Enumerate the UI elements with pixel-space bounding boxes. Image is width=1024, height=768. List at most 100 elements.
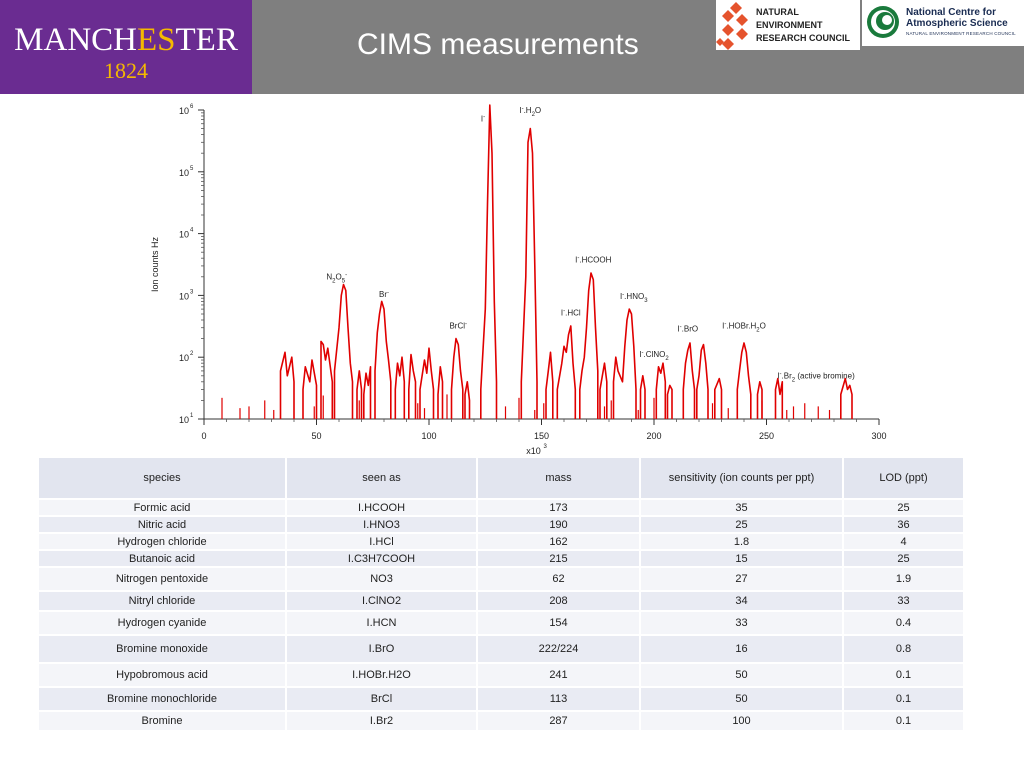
nerc-logo: NATURAL ENVIRONMENT RESEARCH COUNCIL — [716, 0, 860, 50]
table-cell: I.ClNO2 — [287, 592, 478, 612]
spectrum-peak — [756, 381, 763, 419]
y-tick-exponent: 6 — [190, 104, 194, 110]
table-cell: Nitryl chloride — [39, 592, 287, 612]
table-cell: 1.8 — [641, 534, 844, 551]
column-header: sensitivity (ion counts per ppt) — [641, 458, 844, 500]
spectrum-peak — [374, 300, 392, 419]
x-axis-multiplier: x10 — [526, 446, 541, 456]
table-cell: 162 — [478, 534, 641, 551]
peak-label: I-.HOBr.H2O — [722, 322, 766, 334]
spectrum-peak — [419, 347, 435, 419]
spectrum-peak — [437, 366, 444, 419]
table-row: Nitrogen pentoxide NO3 62 27 1.9 — [39, 568, 965, 592]
table-cell: Butanoic acid — [39, 551, 287, 568]
table-cell: Nitrogen pentoxide — [39, 568, 287, 592]
spectrum-peak — [302, 359, 318, 419]
table-cell: 34 — [641, 592, 844, 612]
table-cell: 208 — [478, 592, 641, 612]
y-axis-label: Ion counts Hz — [150, 236, 160, 292]
table-cell: 36 — [844, 517, 965, 534]
column-header: species — [39, 458, 287, 500]
peak-label: I-.ClNO2 — [639, 350, 669, 362]
table-cell: 25 — [641, 517, 844, 534]
table-cell: I.Br2 — [287, 712, 478, 732]
table-body: Formic acid I.HCOOH 173 35 25 Nitric acid I.HN… — [39, 500, 965, 732]
species-table: species seen as mass sensitivity (ion count… — [39, 458, 965, 732]
spectrum-peak — [408, 353, 417, 419]
table-cell: I.HCl — [287, 534, 478, 551]
y-tick-exponent: 4 — [190, 228, 194, 234]
spectrum-peak — [639, 375, 646, 419]
table-cell: 1.9 — [844, 568, 965, 592]
table-cell: 35 — [641, 500, 844, 517]
table-row: Nitric acid I.HNO3 190 25 36 — [39, 517, 965, 534]
table-row: Formic acid I.HCOOH 173 35 25 — [39, 500, 965, 517]
spectrum-peak — [840, 377, 853, 419]
table-cell: NO3 — [287, 568, 478, 592]
y-tick-label: 10 — [179, 415, 189, 425]
table-cell: 222/224 — [478, 636, 641, 664]
slide-header: MANCHESTER 1824 CIMS measurements NATURA… — [0, 0, 1024, 94]
university-logo-word: MANCHESTER — [14, 22, 238, 58]
peak-label: N2O5- — [326, 273, 347, 285]
x-axis-multiplier-exponent: 3 — [544, 444, 548, 450]
spectrum-peak — [736, 342, 752, 419]
table-cell: Hydrogen chloride — [39, 534, 287, 551]
table-cell: 0.1 — [844, 688, 965, 712]
table-cell: 173 — [478, 500, 641, 517]
table-cell: Formic acid — [39, 500, 287, 517]
peak-label: I-.HNO3 — [620, 292, 648, 304]
spectrum-peak — [464, 381, 471, 419]
spectrum-peak — [612, 308, 637, 419]
spectrum-peak — [696, 343, 709, 419]
x-tick-label: 150 — [534, 431, 549, 441]
ncas-logo: National Centre for Atmospheric Science … — [862, 0, 1024, 46]
table-row: Bromine I.Br2 287 100 0.1 — [39, 712, 965, 732]
table-row: Bromine monochloride BrCl 113 50 0.1 — [39, 688, 965, 712]
spectrum-peak — [714, 377, 723, 419]
x-tick-label: 100 — [421, 431, 436, 441]
column-header: seen as — [287, 458, 478, 500]
table-cell: 25 — [844, 551, 965, 568]
table-cell: 50 — [641, 688, 844, 712]
spectrum-peak — [579, 272, 599, 419]
table-cell: 62 — [478, 568, 641, 592]
table-cell: 190 — [478, 517, 641, 534]
university-logo-year: 1824 — [104, 58, 148, 83]
peak-label: I-.HCOOH — [575, 256, 612, 265]
x-tick-label: 50 — [311, 431, 321, 441]
table-cell: 25 — [844, 500, 965, 517]
spectrum-peak — [682, 342, 696, 419]
table-cell: 0.8 — [844, 636, 965, 664]
table-header-row: species seen as mass sensitivity (ion count… — [39, 458, 965, 500]
spectrum-peak — [545, 351, 554, 419]
ncas-logo-subtitle: NATURAL ENVIRONMENT RESEARCH COUNCIL — [906, 31, 1016, 36]
spectrum-peak — [520, 127, 538, 419]
table-cell: 154 — [478, 612, 641, 636]
nerc-logo-text: NATURAL ENVIRONMENT RESEARCH COUNCIL — [756, 7, 851, 43]
peak-label: I- — [481, 115, 485, 124]
y-tick-exponent: 1 — [190, 413, 194, 419]
table-cell: 0.4 — [844, 612, 965, 636]
peak-label: BrCl- — [449, 322, 467, 331]
table-cell: 16 — [641, 636, 844, 664]
table-cell: 0.1 — [844, 664, 965, 688]
table-cell: Bromine monochloride — [39, 688, 287, 712]
spectrum-peak — [655, 362, 667, 419]
table-cell: 4 — [844, 534, 965, 551]
peak-label: I-.BrO — [677, 325, 698, 334]
peak-label: I-.H2O — [519, 106, 541, 118]
table-cell: 50 — [641, 664, 844, 688]
spectrum-peak — [356, 370, 363, 419]
spectrum-peak — [333, 283, 354, 419]
table-cell: I.HCN — [287, 612, 478, 636]
y-tick-exponent: 5 — [190, 166, 194, 172]
spectrum-peak — [450, 337, 464, 419]
table-cell: Hydrogen cyanide — [39, 612, 287, 636]
x-tick-label: 0 — [201, 431, 206, 441]
university-logo: MANCHESTER 1824 — [0, 0, 252, 94]
x-tick-label: 300 — [871, 431, 886, 441]
spectrum-peak — [599, 362, 608, 419]
table-row: Nitryl chloride I.ClNO2 208 34 33 — [39, 592, 965, 612]
